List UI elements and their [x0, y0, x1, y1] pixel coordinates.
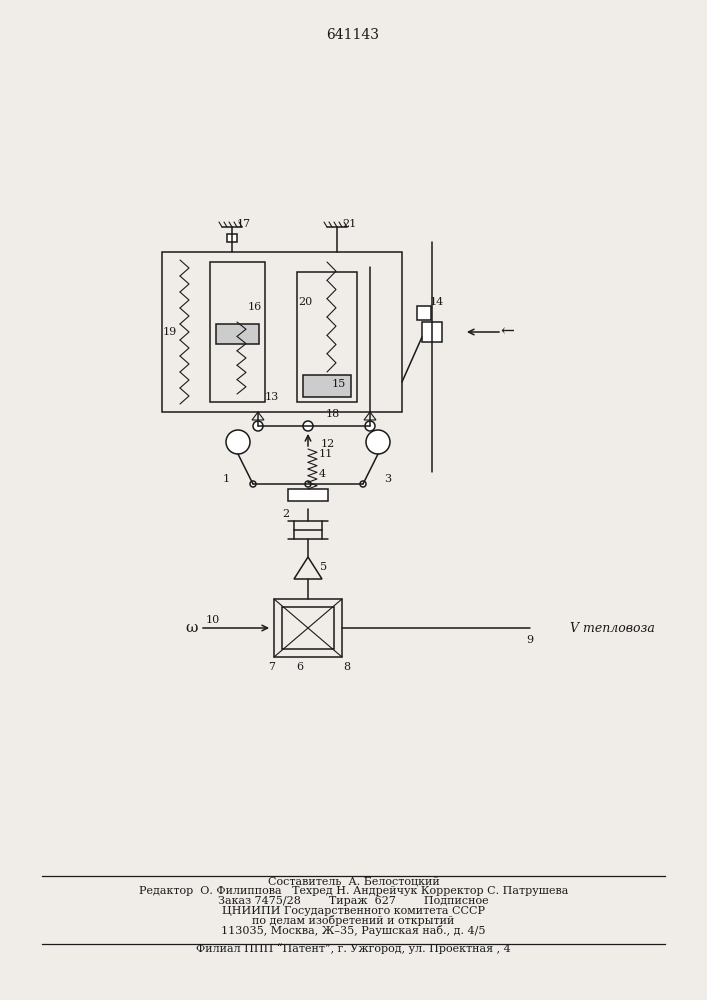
Bar	[216, 324, 259, 344]
Bar	[282, 607, 334, 649]
Text: 21: 21	[342, 219, 356, 229]
Circle shape	[360, 481, 366, 487]
Text: Заказ 7475/28        Тираж  627        Подписное: Заказ 7475/28 Тираж 627 Подписное	[218, 896, 489, 906]
Text: Филиал ППП “Патент”, г. Ужгород, ул. Проектная , 4: Филиал ППП “Патент”, г. Ужгород, ул. Про…	[196, 944, 511, 954]
Text: 1: 1	[223, 474, 230, 484]
Text: ЦНИИПИ Государственного комитета СССР: ЦНИИПИ Государственного комитета СССР	[222, 906, 485, 916]
Bar	[210, 262, 265, 402]
Text: по делам изобретений и открытий: по делам изобретений и открытий	[252, 916, 455, 926]
Bar	[274, 599, 342, 657]
Text: 16: 16	[248, 302, 262, 312]
Text: Редактор  О. Филиппова   Техред Н. Андрейчук Корректор С. Патрушева: Редактор О. Филиппова Техред Н. Андрейчу…	[139, 886, 568, 896]
Circle shape	[253, 421, 263, 431]
Bar	[227, 234, 237, 242]
Text: V тепловоза: V тепловоза	[570, 621, 655, 635]
Circle shape	[365, 421, 375, 431]
Text: 12: 12	[321, 439, 335, 449]
Bar	[303, 375, 351, 397]
Text: 641143: 641143	[327, 28, 380, 42]
Circle shape	[303, 421, 313, 431]
Text: 8: 8	[344, 662, 351, 672]
Text: 14: 14	[430, 297, 444, 307]
Circle shape	[226, 430, 250, 454]
Text: 11: 11	[319, 449, 333, 459]
Text: 18: 18	[326, 409, 340, 419]
Text: 3: 3	[385, 474, 392, 484]
Text: 2: 2	[282, 509, 290, 519]
Text: 20: 20	[298, 297, 312, 307]
Bar	[297, 272, 357, 402]
Text: 7: 7	[269, 662, 276, 672]
Text: 4: 4	[318, 469, 325, 479]
Circle shape	[305, 481, 311, 487]
Text: 17: 17	[237, 219, 251, 229]
Text: 10: 10	[206, 615, 220, 625]
Text: ←: ←	[500, 324, 514, 340]
Bar	[162, 252, 402, 412]
Text: 19: 19	[163, 327, 177, 337]
Circle shape	[366, 430, 390, 454]
Text: 6: 6	[296, 662, 303, 672]
Text: 9: 9	[527, 635, 534, 645]
Text: 5: 5	[320, 562, 327, 572]
Circle shape	[250, 481, 256, 487]
Text: ω: ω	[186, 621, 198, 635]
Bar	[417, 306, 431, 320]
Bar	[288, 489, 328, 501]
Bar	[422, 322, 442, 342]
Text: 15: 15	[332, 379, 346, 389]
Text: 113035, Москва, Ж–35, Раушская наб., д. 4/5: 113035, Москва, Ж–35, Раушская наб., д. …	[221, 926, 486, 936]
Text: 13: 13	[265, 392, 279, 402]
Text: Составитель  А. Белостоцкий: Составитель А. Белостоцкий	[268, 876, 439, 886]
